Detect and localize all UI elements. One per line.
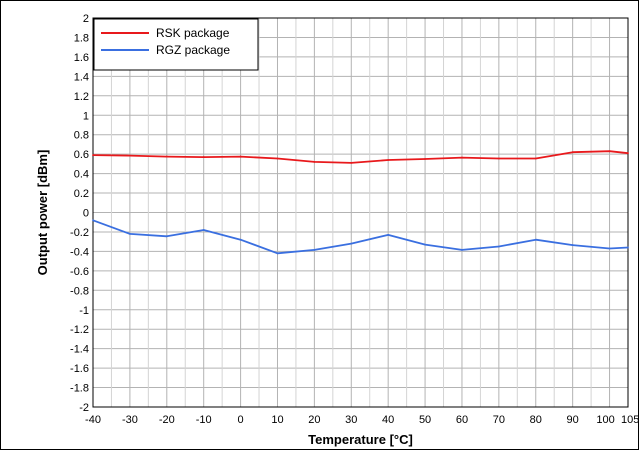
- x-tick-label: 80: [530, 414, 542, 426]
- x-tick-label: 20: [308, 414, 320, 426]
- data-point: [92, 219, 94, 222]
- y-tick-label: 1.6: [74, 52, 89, 64]
- data-point: [497, 157, 500, 160]
- data-point: [424, 158, 426, 160]
- x-tick-label: -10: [196, 414, 212, 426]
- y-axis-title: Output power [dBm]: [35, 150, 50, 276]
- y-tick-label: 0.2: [74, 188, 89, 200]
- legend-box: [93, 18, 259, 71]
- x-tick-label: 10: [271, 414, 283, 426]
- y-tick-label: -1.4: [70, 344, 89, 356]
- data-point: [128, 154, 131, 157]
- y-tick-label: 0.4: [74, 169, 89, 181]
- data-point: [128, 232, 131, 235]
- data-point: [92, 154, 94, 157]
- y-tick-label: -2: [79, 402, 89, 414]
- data-point: [276, 157, 279, 160]
- y-tick-label: -0.4: [70, 246, 89, 258]
- x-tick-label: 50: [419, 414, 431, 426]
- y-tick-label: 1.4: [74, 71, 89, 83]
- y-tick-label: 0.8: [74, 130, 89, 142]
- data-point: [461, 249, 463, 251]
- y-tick-label: 2: [83, 13, 89, 25]
- y-tick-label: -0.8: [70, 285, 89, 297]
- y-tick-label: -1.6: [70, 363, 89, 375]
- data-point: [387, 159, 390, 161]
- data-point: [202, 229, 205, 231]
- data-point: [571, 151, 574, 154]
- x-tick-label: 60: [456, 414, 468, 426]
- data-point: [534, 157, 537, 160]
- data-point: [627, 246, 629, 249]
- x-tick-label: 70: [493, 414, 505, 426]
- y-tick-label: 1.8: [74, 32, 89, 44]
- x-tick-label: 0: [238, 414, 244, 426]
- data-point: [239, 238, 242, 241]
- series-line-1: [92, 150, 629, 164]
- plot-border: [92, 17, 629, 408]
- x-tick-label: 30: [345, 414, 357, 426]
- y-tick-label: 1.2: [74, 91, 89, 103]
- x-tick-label: -40: [85, 414, 101, 426]
- x-tick-label: 100: [596, 414, 614, 426]
- data-point: [239, 155, 242, 158]
- data-point: [387, 233, 390, 236]
- data-point: [276, 252, 279, 255]
- plot-area-border: [92, 17, 629, 408]
- x-tick-label: 40: [382, 414, 394, 426]
- data-point: [627, 152, 629, 155]
- legend-label: RSK package: [156, 26, 230, 40]
- data-point: [350, 242, 353, 245]
- y-tick-label: 1: [83, 110, 89, 122]
- y-tick-label: -0.6: [70, 266, 89, 278]
- data-point: [350, 162, 353, 164]
- data-point: [202, 156, 205, 158]
- grid: [92, 17, 629, 408]
- y-tick-label: 0: [83, 208, 89, 220]
- x-axis-ticks: -40 -30 -20 -10 0 10 20 30 40 50 60 70 80 90 100 105: [85, 414, 639, 426]
- data-point: [165, 155, 168, 158]
- data-point: [313, 249, 316, 251]
- data-point: [461, 156, 463, 159]
- data-point: [497, 245, 500, 248]
- y-axis-ticks: -2 -1.8 -1.6 -1.4 -1.2 -1 -0.8 -0.6 -0.4 -0.2 0 0.2…: [70, 13, 89, 414]
- legend: RSK package RGZ package: [93, 18, 259, 71]
- y-tick-label: -1.2: [70, 324, 89, 336]
- data-point: [571, 244, 574, 246]
- series-line-2: [92, 219, 629, 255]
- x-tick-label: 90: [567, 414, 579, 426]
- data-point: [424, 243, 426, 246]
- data-point: [165, 235, 168, 238]
- data-point: [608, 150, 611, 153]
- data-point: [313, 161, 316, 163]
- y-tick-label: 0.6: [74, 149, 89, 161]
- y-tick-label: -1.8: [70, 383, 89, 395]
- x-tick-label: -30: [122, 414, 138, 426]
- data-point: [534, 238, 537, 241]
- data-point: [608, 247, 611, 250]
- y-tick-label: -0.2: [70, 227, 89, 239]
- y-tick-label: -1: [79, 305, 89, 317]
- x-tick-label: 105: [621, 414, 639, 426]
- series-layer: [92, 150, 629, 255]
- x-axis-title: Temperature [°C]: [308, 432, 413, 447]
- x-tick-label: -20: [159, 414, 175, 426]
- legend-label: RGZ package: [156, 43, 230, 57]
